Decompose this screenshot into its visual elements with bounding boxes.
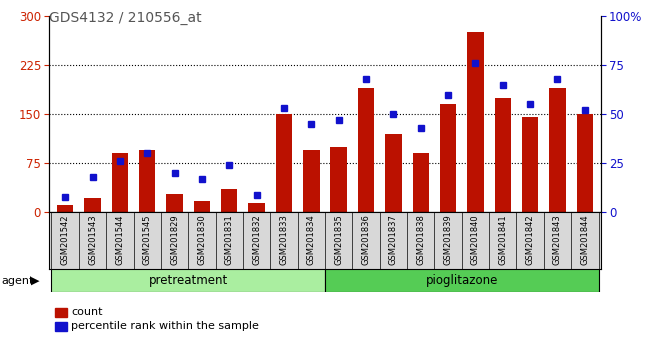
Bar <box>276 114 292 212</box>
Text: count: count <box>72 307 103 317</box>
Bar <box>194 201 210 212</box>
Bar <box>467 32 484 212</box>
Text: GSM201839: GSM201839 <box>443 214 452 265</box>
Text: GSM201842: GSM201842 <box>526 214 535 265</box>
Text: GSM201831: GSM201831 <box>225 214 234 265</box>
Text: GSM201838: GSM201838 <box>416 214 425 265</box>
Bar <box>577 114 593 212</box>
Text: pretreatment: pretreatment <box>149 274 228 287</box>
Bar <box>330 147 347 212</box>
Bar <box>385 134 402 212</box>
Text: GSM201835: GSM201835 <box>334 214 343 265</box>
Bar <box>166 194 183 212</box>
Text: GSM201832: GSM201832 <box>252 214 261 265</box>
Text: GSM201543: GSM201543 <box>88 214 97 265</box>
Bar <box>84 198 101 212</box>
Text: GSM201545: GSM201545 <box>143 214 151 264</box>
Text: agent: agent <box>1 275 34 286</box>
Bar <box>221 189 237 212</box>
Bar <box>522 118 538 212</box>
Text: GSM201840: GSM201840 <box>471 214 480 265</box>
Bar <box>303 150 320 212</box>
Text: percentile rank within the sample: percentile rank within the sample <box>72 321 259 331</box>
Text: GSM201542: GSM201542 <box>60 214 70 264</box>
Text: GDS4132 / 210556_at: GDS4132 / 210556_at <box>49 11 202 25</box>
Text: GSM201844: GSM201844 <box>580 214 590 265</box>
Bar <box>358 88 374 212</box>
Bar <box>112 153 128 212</box>
Text: GSM201830: GSM201830 <box>198 214 207 265</box>
Bar <box>549 88 566 212</box>
Text: GSM201829: GSM201829 <box>170 214 179 265</box>
Text: pioglitazone: pioglitazone <box>426 274 498 287</box>
Bar <box>51 269 325 292</box>
Bar <box>495 98 511 212</box>
Text: GSM201833: GSM201833 <box>280 214 289 265</box>
Text: GSM201843: GSM201843 <box>553 214 562 265</box>
Bar <box>413 153 429 212</box>
Bar <box>440 104 456 212</box>
Text: GSM201834: GSM201834 <box>307 214 316 265</box>
Bar <box>139 150 155 212</box>
Bar <box>57 205 73 212</box>
Text: GSM201836: GSM201836 <box>361 214 370 265</box>
Text: ▶: ▶ <box>31 275 40 286</box>
Text: GSM201544: GSM201544 <box>115 214 124 264</box>
Text: GSM201841: GSM201841 <box>499 214 507 265</box>
Bar <box>248 202 265 212</box>
Bar <box>325 269 599 292</box>
Text: GSM201837: GSM201837 <box>389 214 398 265</box>
